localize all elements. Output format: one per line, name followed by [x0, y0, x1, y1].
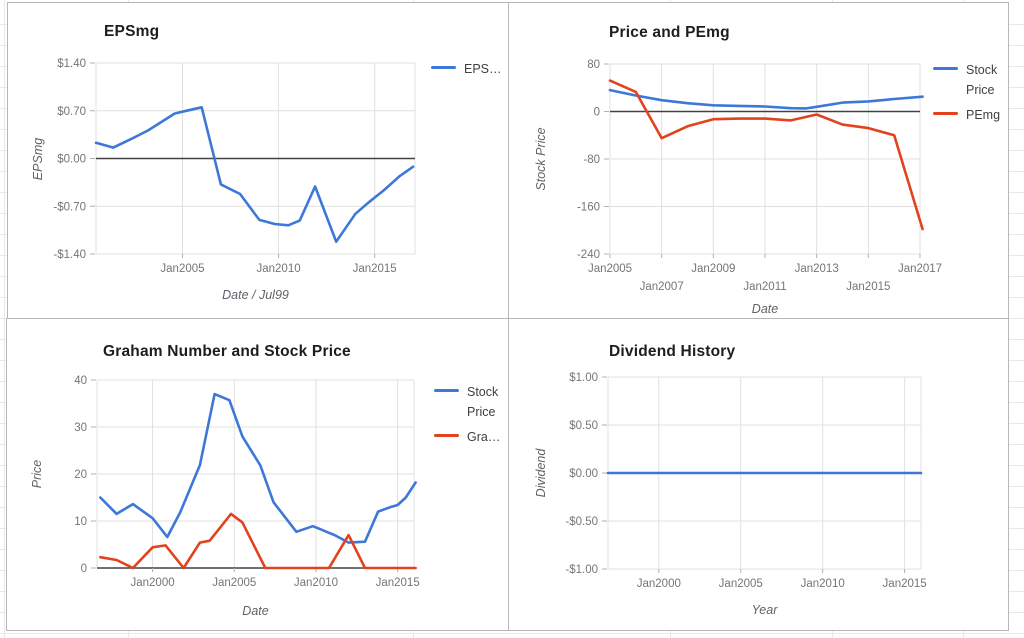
x-tick-label: Jan2000 — [637, 578, 681, 590]
tick-marks — [604, 63, 921, 258]
x-tick-label: Jan2005 — [719, 578, 763, 590]
tick-labels: $1.40 $0.70 $0.00 -$0.70 -$1.40 Jan2005 Jan201… — [53, 58, 396, 275]
chart-grid: EPSmg EPSmg $1.40 $0.70 $0.00 -$0.70 -$1.40 J… — [6, 2, 1009, 631]
legend-label: Stock Price — [467, 385, 499, 419]
gridlines — [96, 379, 415, 569]
legend-swatch-icon — [933, 67, 958, 70]
series-line-pemg — [608, 79, 924, 231]
gridlines — [609, 63, 921, 255]
x-tick-label: Jan2011 — [743, 281, 786, 293]
legend-entry: PEmg — [933, 105, 1008, 125]
legend-entry: Stock Price — [434, 382, 508, 422]
y-tick-label: -240 — [577, 249, 600, 261]
x-tick-label: Jan2005 — [160, 263, 204, 275]
y-tick-label: -$0.70 — [53, 201, 86, 213]
legend-swatch-icon — [434, 389, 459, 392]
x-tick-label: Jan2015 — [376, 577, 420, 589]
legend-swatch-icon — [431, 66, 456, 69]
x-tick-label: Jan2005 — [588, 263, 632, 275]
x-axis-title: Date — [751, 302, 779, 316]
legend-label: EPS… — [464, 62, 502, 76]
chart-title: EPSmg — [104, 23, 160, 40]
series-line-stock-price — [99, 392, 417, 544]
x-tick-label: Jan2015 — [883, 578, 927, 590]
y-tick-label: $1.40 — [57, 58, 86, 70]
plot-area: 40 30 20 10 0 Jan2000 Jan2005 Jan2010 Jan2015 — [74, 375, 420, 589]
x-tick-label: Jan2010 — [801, 578, 845, 590]
x-tick-label: Jan2010 — [294, 577, 338, 589]
chart-card-epsmg[interactable]: EPSmg EPSmg $1.40 $0.70 $0.00 -$0.70 -$1.40 J… — [7, 2, 509, 319]
y-tick-label: 40 — [74, 375, 87, 387]
sheet-column-line — [4, 0, 5, 638]
series-line-epsmg — [94, 106, 415, 243]
y-tick-label: $0.50 — [569, 420, 598, 432]
x-tick-label: Jan2015 — [846, 281, 890, 293]
y-tick-label: -$1.00 — [565, 564, 598, 576]
y-tick-label: $1.00 — [569, 372, 598, 384]
y-tick-label: $0.70 — [57, 106, 86, 118]
legend-entry: EPS… — [431, 59, 508, 79]
y-tick-label: -$1.40 — [53, 249, 86, 261]
y-tick-label: 80 — [587, 59, 600, 71]
series-line-stock-price — [608, 88, 924, 110]
x-tick-label: Jan2009 — [691, 263, 735, 275]
tick-marks — [602, 376, 906, 573]
legend-swatch-icon — [434, 434, 459, 437]
x-axis-title: Date — [242, 604, 269, 618]
legend: Stock Price PEmg — [933, 60, 1008, 130]
gridlines — [95, 62, 416, 255]
plot-area: 80 0 -80 -160 -240 Jan2005 Jan2007 Jan2009 Jan20… — [577, 59, 942, 293]
y-tick-label: $0.00 — [569, 468, 598, 480]
x-tick-label: Jan2005 — [212, 577, 256, 589]
legend-label: PEmg — [966, 108, 1001, 122]
plot-area: $1.00 $0.50 $0.00 -$0.50 -$1.00 Jan2000 Jan200… — [565, 372, 926, 590]
x-tick-label: Jan2007 — [640, 281, 684, 293]
y-tick-label: -$0.50 — [565, 516, 598, 528]
y-tick-label: 20 — [74, 469, 87, 481]
legend: EPS… — [431, 59, 508, 84]
legend-label: Gra… — [467, 430, 501, 444]
plot-area: $1.40 $0.70 $0.00 -$0.70 -$1.40 Jan2005 Jan201… — [53, 58, 416, 275]
legend-label: Stock Price — [966, 63, 998, 97]
legend-entry: Stock Price — [933, 60, 1008, 100]
x-axis-title: Date / Jul99 — [222, 288, 289, 302]
x-tick-label: Jan2010 — [256, 263, 300, 275]
y-tick-label: -80 — [583, 154, 600, 166]
legend-swatch-icon — [933, 112, 958, 115]
x-tick-label: Jan2013 — [795, 263, 839, 275]
x-tick-label: Jan2015 — [353, 263, 397, 275]
y-tick-label: 0 — [81, 563, 87, 575]
chart-title: Graham Number and Stock Price — [103, 343, 351, 360]
series-line-graham-number — [99, 512, 417, 570]
tick-labels: 40 30 20 10 0 Jan2000 Jan2005 Jan2010 Jan2015 — [74, 375, 420, 589]
legend: Stock Price Gra… — [434, 382, 508, 452]
y-tick-label: 0 — [594, 107, 600, 119]
legend-entry: Gra… — [434, 427, 508, 447]
chart-card-graham-number-and-stock-price[interactable]: Graham Number and Stock Price Price 40 30… — [6, 318, 509, 631]
chart-card-price-and-pemg[interactable]: Price and PEmg Stock Price 80 0 -80 -160 -24… — [508, 2, 1009, 319]
chart-card-dividend-history[interactable]: Dividend History Dividend $1.00 $0.50 $0.0… — [508, 318, 1009, 631]
y-tick-label: $0.00 — [57, 154, 86, 166]
y-tick-label: 30 — [74, 422, 87, 434]
chart-title: Dividend History — [609, 343, 736, 360]
x-tick-label: Jan2000 — [130, 577, 174, 589]
tick-labels: 80 0 -80 -160 -240 Jan2005 Jan2007 Jan2009 Jan20… — [577, 59, 942, 293]
tick-marks — [90, 62, 376, 258]
chart-title: Price and PEmg — [609, 24, 730, 41]
y-tick-label: 10 — [74, 516, 87, 528]
tick-labels: $1.00 $0.50 $0.00 -$0.50 -$1.00 Jan2000 Jan200… — [565, 372, 926, 590]
y-tick-label: -160 — [577, 202, 600, 214]
x-axis-title: Year — [751, 603, 778, 617]
x-tick-label: Jan2017 — [898, 263, 942, 275]
